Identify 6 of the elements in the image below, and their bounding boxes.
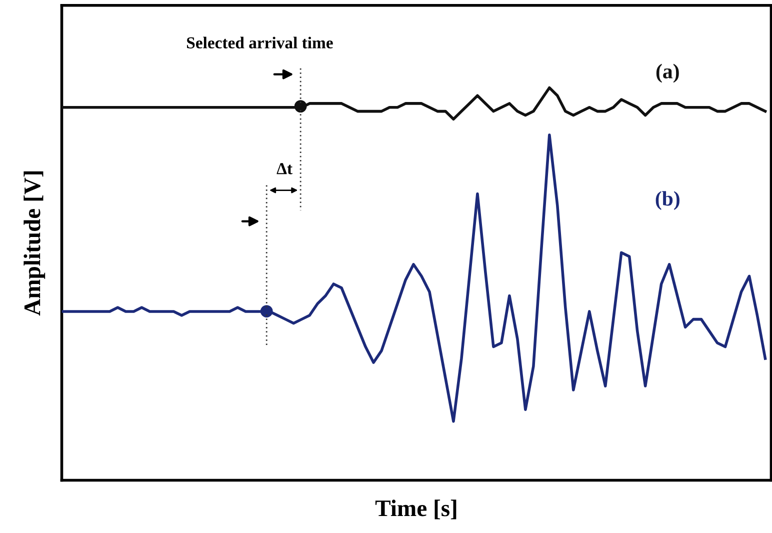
annotation: Δt: [276, 163, 292, 174]
text: (b): [656, 191, 680, 210]
y-axis-title: Amplitude [V]: [24, 171, 46, 316]
x-axis-title: Time [s]: [375, 500, 456, 520]
text: Selected arrival time: [187, 36, 333, 48]
series-label: (a): [656, 64, 679, 83]
